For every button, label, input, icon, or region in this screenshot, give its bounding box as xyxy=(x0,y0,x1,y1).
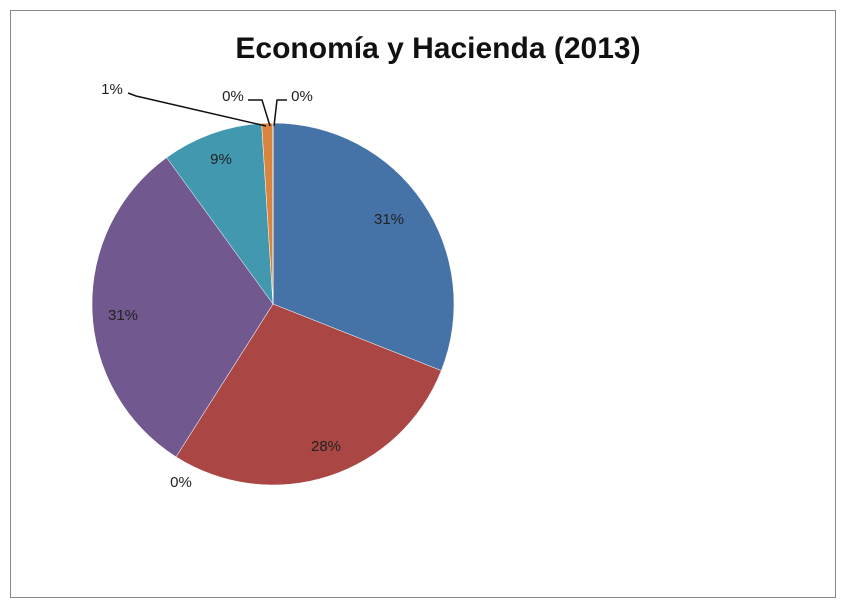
data-label: 31% xyxy=(374,211,404,228)
leader-line xyxy=(127,92,267,127)
data-label: 0% xyxy=(291,88,313,105)
data-label: 1% xyxy=(101,81,123,98)
pie-slice xyxy=(175,303,442,486)
chart-border xyxy=(10,10,836,598)
pie-slice xyxy=(272,122,455,371)
leader-line xyxy=(273,99,287,127)
data-label: 0% xyxy=(170,474,192,491)
leader-line xyxy=(248,99,271,127)
data-label: 31% xyxy=(108,307,138,324)
data-label: 9% xyxy=(210,151,232,168)
data-label: 28% xyxy=(311,438,341,455)
chart-title: Economía y Hacienda (2013) xyxy=(235,32,640,65)
data-label: 0% xyxy=(222,88,244,105)
pie-slice xyxy=(91,157,274,458)
